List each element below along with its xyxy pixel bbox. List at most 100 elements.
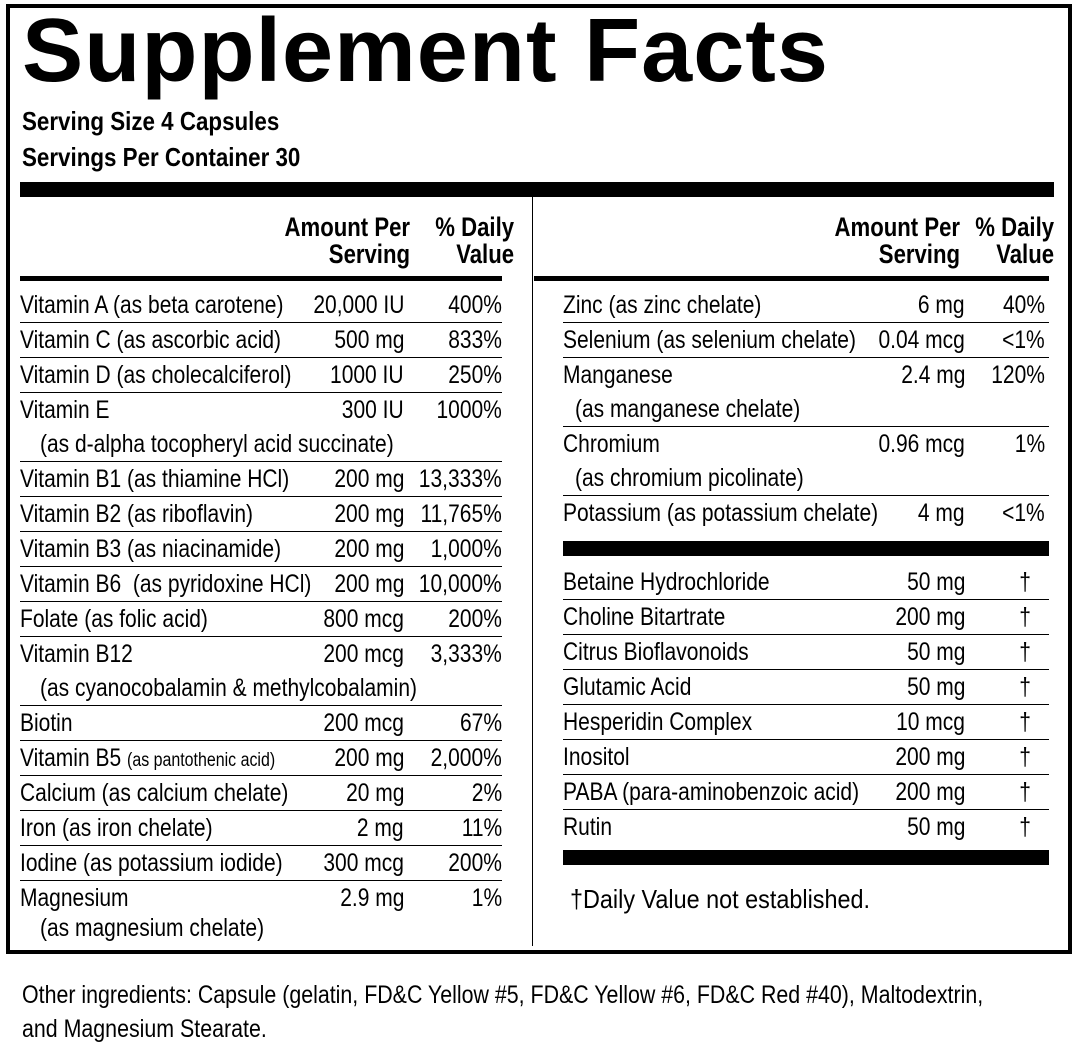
ingredient-name: Rutin [563, 813, 613, 841]
nutrient-row: Magnesium (as magnesium chelate) 2.9 mg … [20, 881, 502, 950]
nutrient-name: Iron (as iron chelate) [20, 814, 213, 842]
other-ingredients: Other ingredients: Capsule (gelatin, FD&… [22, 978, 1048, 1046]
nutrient-amount: 0.04 mcg [878, 326, 965, 354]
ingredient-name: Inositol [563, 743, 630, 771]
ingredient-row: Rutin 50 mg † [563, 810, 1049, 845]
ingredient-dv: † [1019, 778, 1031, 806]
ingredient-name: Citrus Bioflavonoids [563, 638, 749, 666]
other-ingredients-line2: and Magnesium Stearate. [22, 1015, 267, 1043]
nutrient-name: Vitamin B12 [20, 640, 133, 668]
nutrient-row: Vitamin E (as d-alpha tocopheryl acid su… [20, 393, 502, 462]
ingredient-amount: 200 mg [894, 603, 965, 631]
column-divider [532, 197, 533, 946]
nutrient-name: Manganese [563, 361, 673, 389]
nutrient-dv: 11% [461, 814, 502, 842]
dv-header-line2: Value [996, 239, 1054, 269]
nutrient-dv: <1% [1002, 326, 1045, 354]
ingredient-row: Glutamic Acid 50 mg † [563, 670, 1049, 705]
nutrient-amount: 200 mg [333, 465, 404, 493]
nutrient-dv: 250% [448, 361, 502, 389]
ingredient-dv: † [1019, 813, 1031, 841]
nutrient-row: Vitamin B3 (as niacinamide) 200 mg 1,000… [20, 532, 502, 567]
nutrient-amount: 20 mg [345, 779, 404, 807]
dv-header-line2: Value [456, 239, 514, 269]
ingredient-amount: 50 mg [906, 568, 965, 596]
ingredient-row: Citrus Bioflavonoids 50 mg † [563, 635, 1049, 670]
blend-bottom-bar [563, 850, 1049, 865]
nutrient-amount: 4 mg [918, 499, 965, 527]
ingredient-name: Hesperidin Complex [563, 708, 753, 736]
nutrient-source: (as manganese chelate) [575, 395, 801, 423]
ingredient-row: Betaine Hydrochloride 50 mg † [563, 565, 1049, 600]
nutrient-dv: 1% [471, 884, 502, 912]
nutrient-row: Chromium (as chromium picolinate) 0.96 m… [563, 427, 1049, 496]
nutrient-name: Vitamin B3 (as niacinamide) [20, 535, 282, 563]
left-header-bar [20, 276, 502, 281]
nutrient-row: Vitamin D (as cholecalciferol) 1000 IU 2… [20, 358, 502, 393]
nutrient-amount: 200 mg [333, 570, 404, 598]
nutrient-row: Selenium (as selenium chelate) 0.04 mcg … [563, 323, 1049, 358]
nutrient-name: Iodine (as potassium iodide) [20, 849, 283, 877]
nutrient-amount: 200 mg [333, 535, 404, 563]
ingredient-row: Choline Bitartrate 200 mg † [563, 600, 1049, 635]
nutrient-row: Vitamin B1 (as thiamine HCl) 200 mg 13,3… [20, 462, 502, 497]
ingredient-amount: 50 mg [906, 638, 965, 666]
nutrient-row: Iron (as iron chelate) 2 mg 11% [20, 811, 502, 846]
nutrient-amount: 200 mcg [323, 709, 404, 737]
amount-header-line1: Amount Per [284, 212, 410, 242]
nutrient-dv: 2,000% [430, 744, 502, 772]
other-ingredients-line1: Other ingredients: Capsule (gelatin, FD&… [22, 981, 984, 1009]
servings-per-container: Servings Per Container 30 [22, 142, 301, 172]
nutrient-dv: 1000% [436, 396, 502, 424]
nutrient-dv: 3,333% [430, 640, 502, 668]
nutrient-amount: 200 mg [333, 744, 404, 772]
ingredient-row: PABA (para-aminobenzoic acid) 200 mg † [563, 775, 1049, 810]
nutrient-row: Vitamin B12 (as cyanocobalamin & methylc… [20, 637, 502, 706]
nutrient-row: Vitamin A (as beta carotene) 20,000 IU 4… [20, 288, 502, 323]
right-dv-header: % Daily Value [975, 214, 1054, 268]
nutrient-name: Zinc (as zinc chelate) [563, 291, 762, 319]
ingredient-amount: 50 mg [906, 813, 965, 841]
ingredient-row: Hesperidin Complex 10 mcg † [563, 705, 1049, 740]
nutrient-amount: 800 mcg [323, 605, 404, 633]
ingredient-amount: 50 mg [906, 673, 965, 701]
nutrient-name: Calcium (as calcium chelate) [20, 779, 289, 807]
nutrient-source: (as magnesium chelate) [40, 914, 265, 942]
ingredient-name: Glutamic Acid [563, 673, 692, 701]
nutrient-dv: <1% [1002, 499, 1045, 527]
ingredient-amount: 10 mcg [896, 708, 965, 736]
serving-size: Serving Size 4 Capsules [22, 106, 280, 136]
nutrient-name: Vitamin C (as ascorbic acid) [20, 326, 282, 354]
nutrient-name: Vitamin A (as beta carotene) [20, 291, 284, 319]
amount-header-line2: Serving [328, 239, 410, 269]
left-amount-header: Amount Per Serving [285, 214, 410, 268]
nutrient-dv: 2% [471, 779, 502, 807]
nutrient-amount: 500 mg [333, 326, 404, 354]
ingredient-name: PABA (para-aminobenzoic acid) [563, 778, 860, 806]
nutrient-row: Zinc (as zinc chelate) 6 mg 40% [563, 288, 1049, 323]
nutrient-source: (as chromium picolinate) [575, 464, 804, 492]
nutrient-row: Folate (as folic acid) 800 mcg 200% [20, 602, 502, 637]
amount-header-line1: Amount Per [834, 212, 960, 242]
nutrient-name: Vitamin D (as cholecalciferol) [20, 361, 292, 389]
nutrient-name: Vitamin B2 (as riboflavin) [20, 500, 254, 528]
nutrient-name: Folate (as folic acid) [20, 605, 208, 633]
nutrient-amount: 6 mg [918, 291, 965, 319]
nutrient-name: Vitamin B5 [20, 744, 122, 772]
nutrient-name: Vitamin B1 (as thiamine HCl) [20, 465, 290, 493]
nutrient-row: Vitamin B2 (as riboflavin) 200 mg 11,765… [20, 497, 502, 532]
right-header-bar [534, 276, 1049, 281]
dv-header-line1: % Daily [975, 212, 1054, 242]
nutrient-dv: 200% [448, 605, 502, 633]
ingredient-dv: † [1019, 673, 1031, 701]
daily-value-footnote: †Daily Value not established. [570, 884, 871, 914]
amount-header-line2: Serving [878, 239, 960, 269]
ingredient-name: Betaine Hydrochloride [563, 568, 770, 596]
nutrient-dv: 400% [448, 291, 502, 319]
nutrient-row: Biotin 200 mcg 67% [20, 706, 502, 741]
nutrient-amount: 1000 IU [330, 361, 404, 389]
ingredient-dv: † [1019, 743, 1031, 771]
blend-top-bar [563, 541, 1049, 556]
ingredient-amount: 200 mg [894, 778, 965, 806]
supplement-facts-panel [6, 4, 1072, 954]
